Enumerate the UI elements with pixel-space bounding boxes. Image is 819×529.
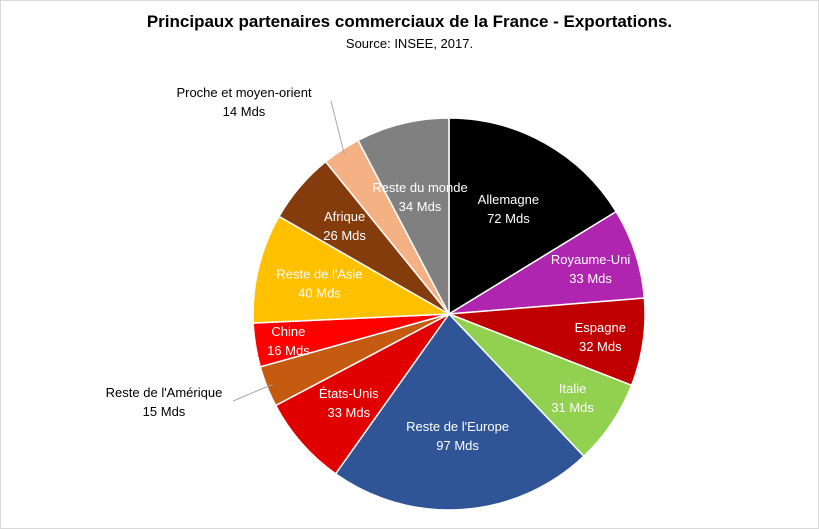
slice-value-reste-de-l-europe: 97 Mds xyxy=(436,438,479,453)
slice-label-etats-unis: États-Unis xyxy=(319,386,379,401)
slice-value-etats-unis: 33 Mds xyxy=(327,405,370,420)
pie-slice-reste-de-l-europe xyxy=(334,312,585,511)
slice-value-italie: 31 Mds xyxy=(551,400,594,415)
slice-value-royaume-uni: 33 Mds xyxy=(569,271,612,286)
slice-label-reste-de-l-asie: Reste de l'Asie xyxy=(276,267,362,282)
slice-label-reste-du-monde: Reste du monde xyxy=(372,180,467,195)
slice-label-reste-de-l-amerique: Reste de l'Amérique xyxy=(106,385,223,400)
slice-label-proche-et-moyen-orient: Proche et moyen-orient xyxy=(176,85,312,100)
slice-value-reste-de-l-amerique: 15 Mds xyxy=(143,404,186,419)
slice-label-royaume-uni: Royaume-Uni xyxy=(551,252,631,267)
slice-label-chine: Chine xyxy=(271,324,305,339)
slice-value-chine: 16 Mds xyxy=(267,343,310,358)
slice-value-afrique: 26 Mds xyxy=(323,228,366,243)
slice-label-reste-de-l-europe: Reste de l'Europe xyxy=(406,419,509,434)
slice-value-reste-du-monde: 34 Mds xyxy=(399,199,442,214)
leader-line-proche-et-moyen-orient xyxy=(330,100,346,156)
leader-lines xyxy=(232,100,346,402)
pie-slice-allemagne xyxy=(448,117,618,316)
slice-label-allemagne: Allemagne xyxy=(478,192,539,207)
slice-label-italie: Italie xyxy=(559,381,586,396)
chart-subtitle: Source: INSEE, 2017. xyxy=(345,36,474,51)
slice-value-allemagne: 72 Mds xyxy=(487,211,530,226)
leader-line-reste-de-l-amerique xyxy=(232,383,273,402)
chart-title: Principaux partenaires commerciaux de la… xyxy=(146,12,673,31)
slice-label-afrique: Afrique xyxy=(324,209,365,224)
slice-label-espagne: Espagne xyxy=(575,320,626,335)
pie-slice-reste-du-monde xyxy=(357,117,450,315)
slice-value-espagne: 32 Mds xyxy=(579,339,622,354)
slice-value-reste-de-l-asie: 40 Mds xyxy=(298,286,341,301)
pie-slice-reste-de-l-asie xyxy=(252,215,452,324)
slice-value-proche-et-moyen-orient: 14 Mds xyxy=(223,104,266,119)
slice-labels: Allemagne 72 Mds Royaume-Uni 33 Mds Espagne 3… xyxy=(106,85,631,453)
pie-slices xyxy=(252,117,646,511)
